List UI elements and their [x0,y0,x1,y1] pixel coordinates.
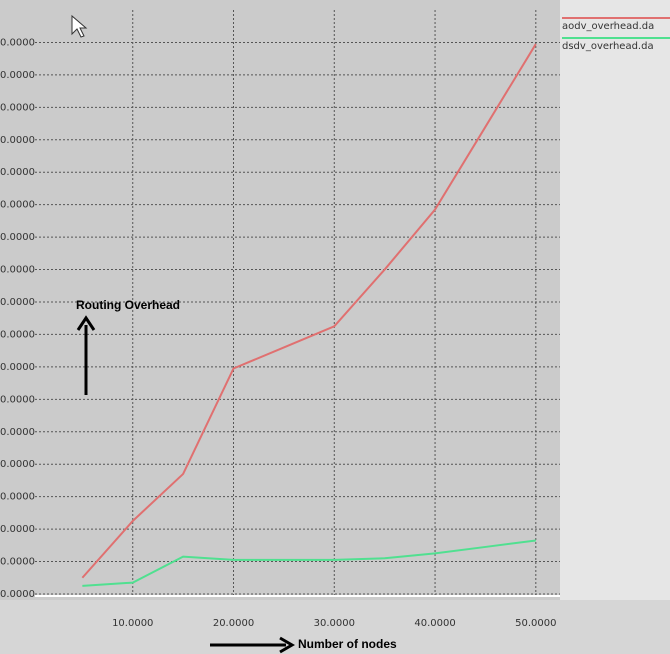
x-tick-label: 30.0000 [314,618,355,629]
series-line [82,539,536,587]
y-arrow-head [76,315,96,331]
bottom-panel [0,600,670,654]
x-annotation: Number of nodes [298,637,397,651]
y-tick-label: 20.0000 [0,70,35,81]
y-tick-label: 20.0000 [0,394,35,405]
y-tick-label: 80.0000 [0,135,35,146]
y-tick-label: 40.0000 [0,37,35,48]
series-line [81,43,537,579]
y-annotation: Routing Overhead [76,298,180,312]
y-tick-label: 40.0000 [0,524,35,535]
y-tick-label: 60.0000 [0,167,35,178]
x-tick-label: 20.0000 [213,618,254,629]
x-tick-label: 50.0000 [515,618,556,629]
y-tick-label: 40.0000 [0,362,35,373]
y-tick-label: 20.0000 [0,557,35,568]
x-arrow-head [279,636,295,654]
legend-area [560,0,670,600]
x-tick-label: 40.0000 [414,618,455,629]
cursor [71,14,88,38]
y-tick-label: 20.0000 [0,232,35,243]
y-tick-label: 80.0000 [0,297,35,308]
y-tick-label: 00.0000 [0,427,35,438]
y-tick-label: 60.0000 [0,492,35,503]
grid [35,10,560,596]
y-tick-label: 60.0000 [0,329,35,340]
plot [81,43,537,587]
y-tick-label: 0.0000 [0,589,35,600]
y-tick-label: 40.0000 [0,200,35,211]
y-tick-label: 80.0000 [0,459,35,470]
legend-label: aodv_overhead.da [562,21,654,32]
x-tick-label: 10.0000 [112,618,153,629]
legend-label: dsdv_overhead.da [562,41,654,52]
y-tick-label: 00.0000 [0,102,35,113]
y-tick-label: 00.0000 [0,265,35,276]
